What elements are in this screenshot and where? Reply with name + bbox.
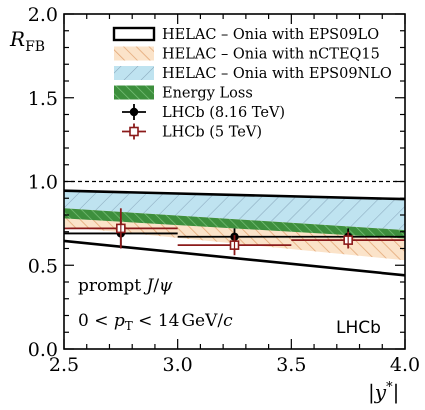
legend-eps09nlo-swatch	[114, 66, 154, 80]
x-tick-label: 4.0	[390, 354, 420, 376]
legend-lhcb-8tev-label: LHCb (8.16 TeV)	[162, 105, 285, 121]
y-tick-label: 1.5	[28, 88, 58, 110]
annotation-pt-range: 0 < pT < 14 GeV/c	[78, 311, 233, 333]
legend-ncteq15: HELAC – Onia with nCTEQ15	[114, 46, 380, 63]
y-axis-label: RFB	[9, 27, 45, 55]
y-tick-label: 2.0	[28, 4, 58, 26]
legend-energy-loss-label: Energy Loss	[162, 86, 253, 102]
points-layer	[64, 208, 405, 256]
band-eps09lo-upper	[63, 189, 406, 201]
legend-ncteq15-swatch	[114, 46, 154, 61]
legend-energy-loss-swatch	[114, 85, 154, 100]
legend-lhcb-5tev-label: LHCb (5 TeV)	[162, 125, 262, 141]
y-tick-label: 1.0	[28, 172, 58, 194]
y-tick-label: 0.0	[28, 339, 58, 361]
legend-eps09lo-label: HELAC – Onia with EPS09LO	[162, 27, 379, 43]
annotation-prompt-jpsi: prompt J/ψ	[78, 276, 173, 296]
legend-lhcb-8tev: LHCb (8.16 TeV)	[122, 104, 285, 121]
legend-lhcb-5tev-marker	[129, 126, 139, 137]
ticks-layer: 2.5 3.0 3.5 4.0 0.0 0.5 1.0 1.5 2.0	[28, 4, 420, 376]
legend-energy-loss: Energy Loss	[114, 85, 253, 102]
band-eps09nlo	[64, 191, 405, 231]
legend-ncteq15-label: HELAC – Onia with nCTEQ15	[162, 47, 380, 63]
legend-eps09nlo: HELAC – Onia with EPS09NLO	[114, 66, 392, 82]
annotation-lhcb: LHCb	[336, 318, 381, 338]
band-energy-loss	[64, 208, 405, 239]
x-tick-label: 2.5	[49, 354, 79, 376]
legend: HELAC – Onia with EPS09LO HELAC – Onia wi…	[112, 26, 392, 141]
legend-eps09nlo-label: HELAC – Onia with EPS09NLO	[162, 66, 392, 82]
legend-lhcb-8tev-marker	[129, 107, 139, 117]
x-tick-label: 3.0	[163, 354, 193, 376]
x-axis-label: |y*|	[368, 380, 399, 405]
legend-eps09lo: HELAC – Onia with EPS09LO	[112, 26, 379, 43]
legend-eps09lo-swatch	[112, 26, 156, 42]
legend-lhcb-5tev: LHCb (5 TeV)	[122, 123, 262, 141]
y-tick-label: 0.5	[28, 255, 58, 277]
x-tick-label: 3.5	[276, 354, 306, 376]
